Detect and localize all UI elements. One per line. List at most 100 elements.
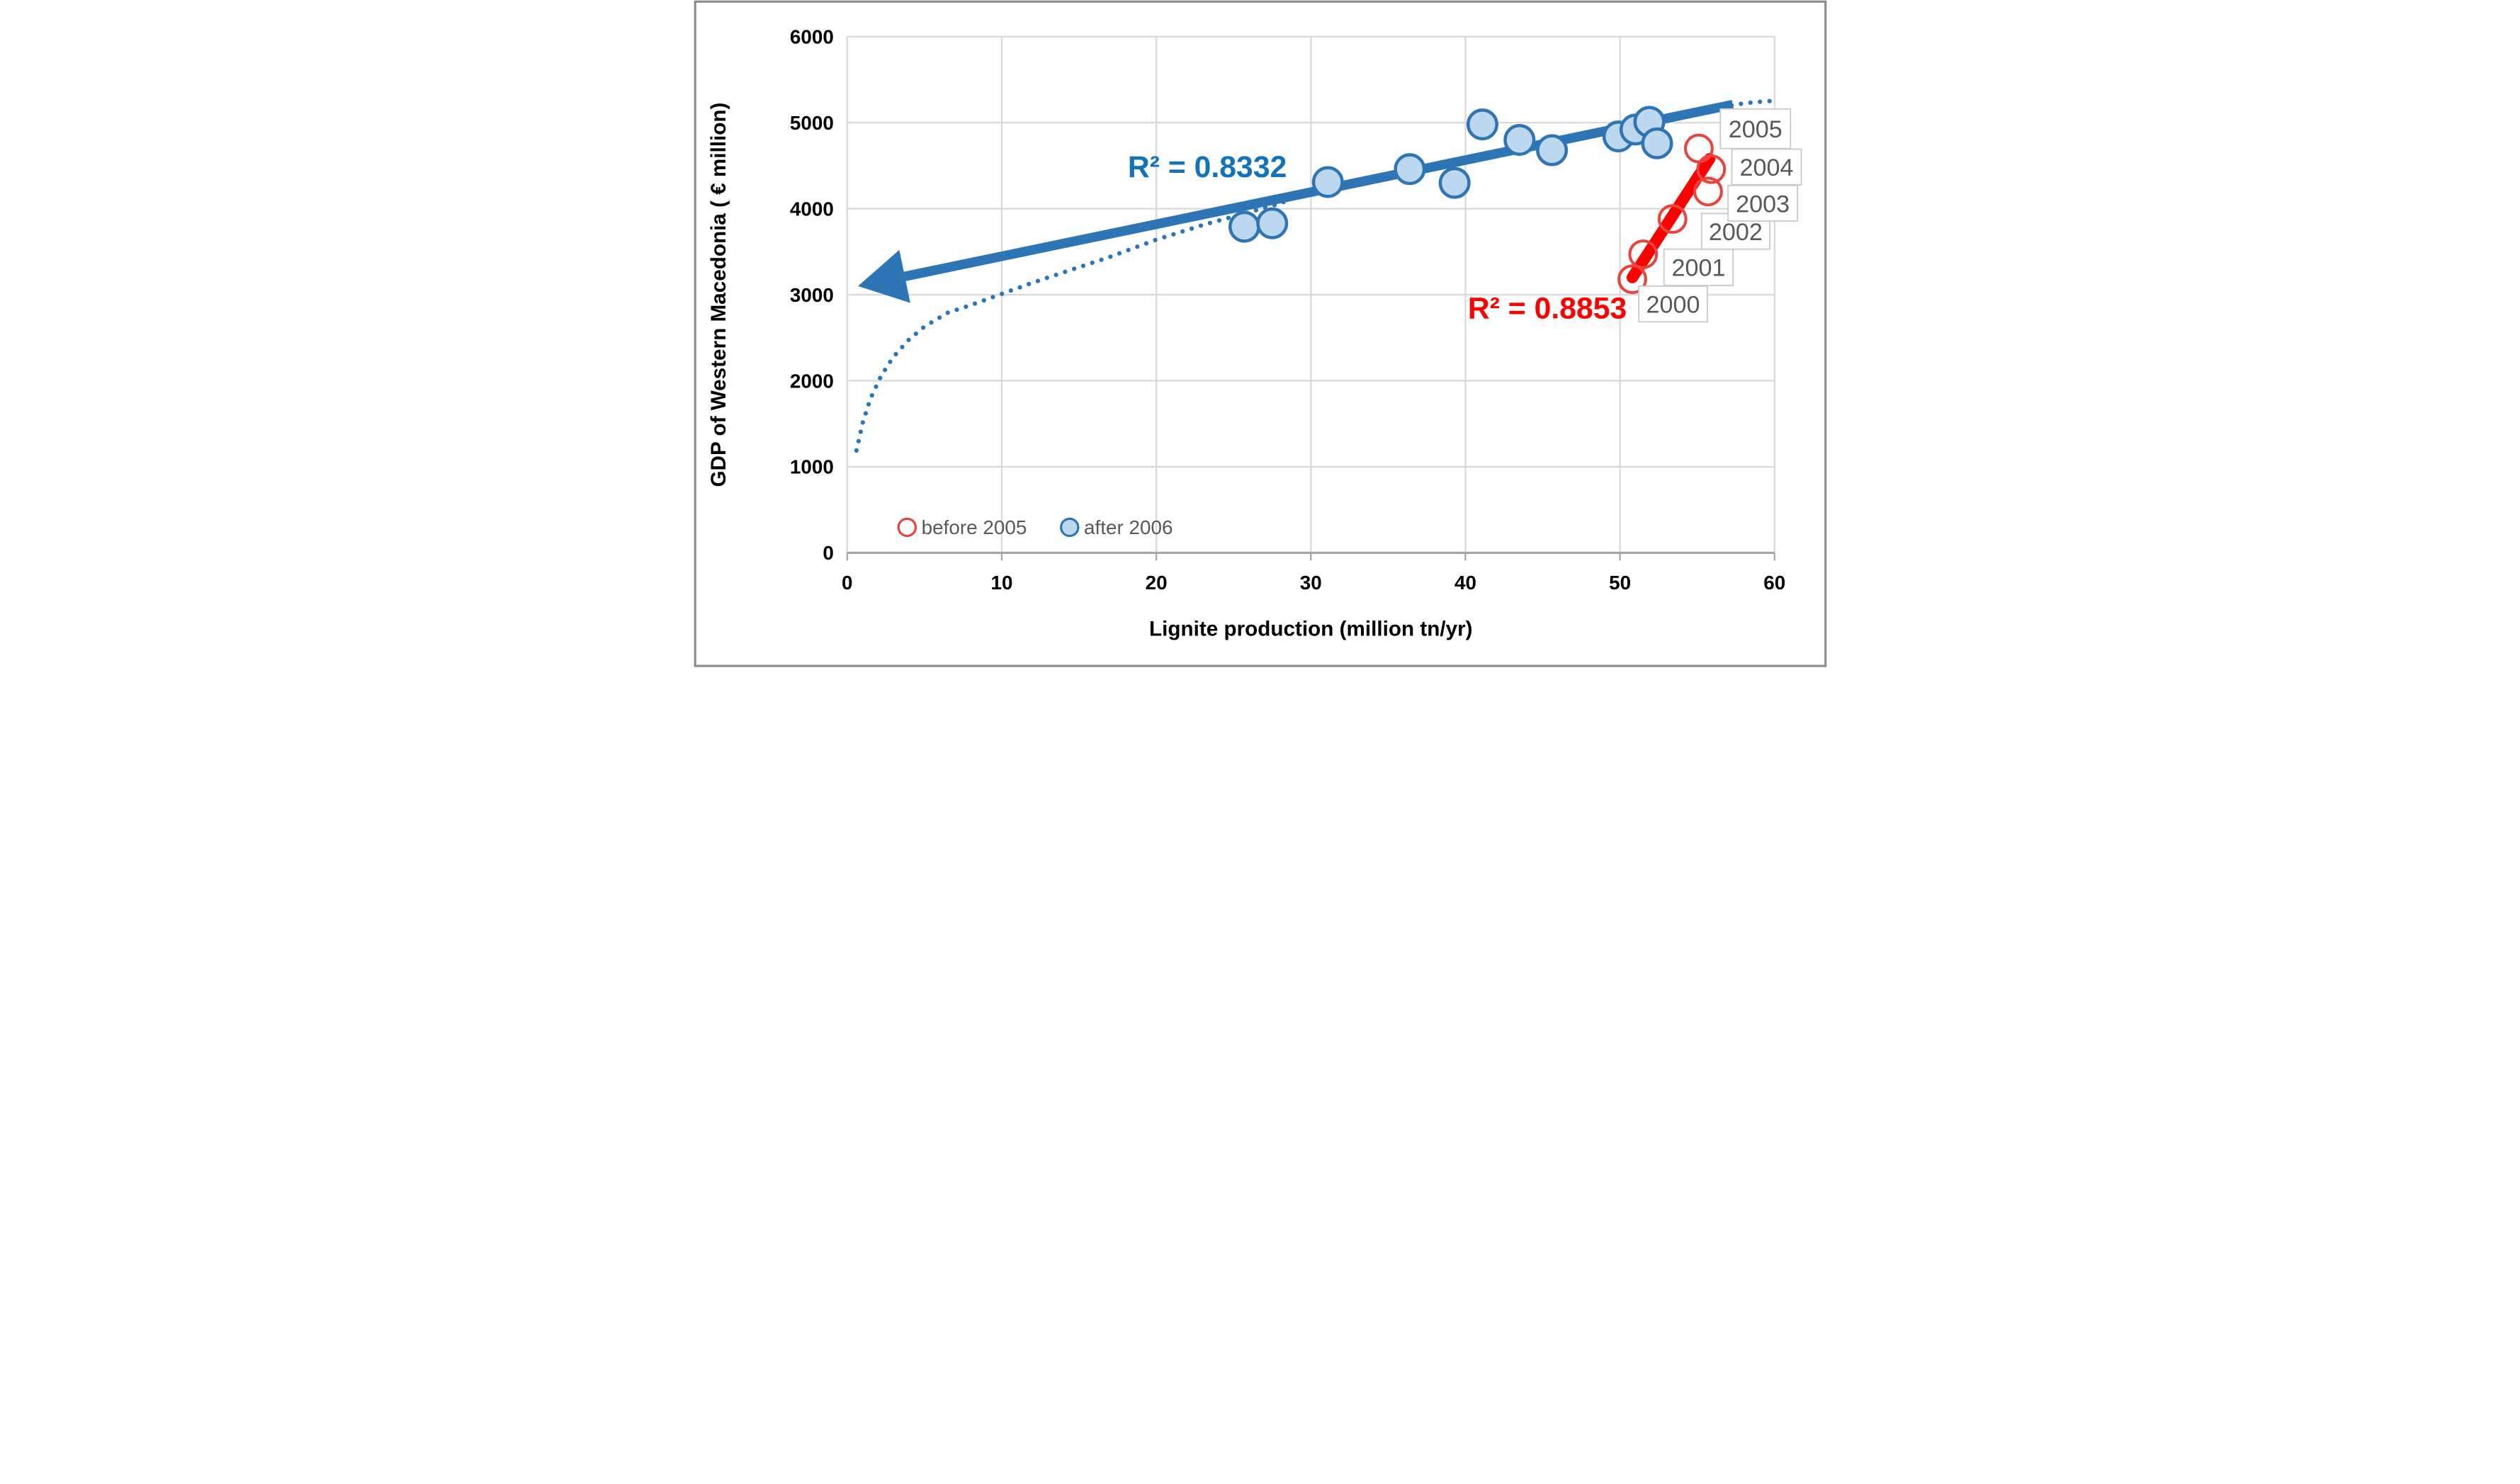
y-tick-label: 5000 <box>789 112 833 134</box>
trend-dot <box>954 307 959 312</box>
trend-dot <box>873 384 878 390</box>
data-point-after-2006 <box>1393 153 1425 186</box>
trend-dot <box>1044 276 1049 281</box>
trend-dot <box>1691 110 1696 115</box>
year-label-box <box>1637 285 1708 323</box>
trend-dot <box>1207 220 1212 225</box>
data-point-before-2005 <box>1683 133 1714 164</box>
trend-dot <box>1738 101 1744 106</box>
trend-dot <box>860 420 865 425</box>
trend-dot <box>905 337 911 343</box>
data-point-before-2005 <box>1693 176 1723 207</box>
year-label-box <box>1719 108 1791 149</box>
trend-dot <box>1588 130 1593 135</box>
legend-item-label: before 2005 <box>921 516 1027 538</box>
legend-item-label: after 2006 <box>1084 516 1173 538</box>
trend-dot <box>945 310 950 315</box>
data-point-after-2006 <box>1466 108 1498 141</box>
trend-dot <box>1719 104 1724 110</box>
trend-dot <box>1289 196 1294 201</box>
chart-figure: 0 10 20 30 40 50 60 0 1000 2000 3000 4000 5000 6000 Li… <box>693 0 1827 668</box>
trend-line <box>1626 153 1715 283</box>
trend-dot <box>999 291 1004 296</box>
x-tick-label: 30 <box>1299 572 1321 594</box>
x-axis-title: Lignite production (million tn/yr) <box>1149 617 1473 640</box>
year-label-text: 2001 <box>1671 255 1725 282</box>
trend-dot <box>1098 257 1104 262</box>
year-label-text: 2002 <box>1708 219 1762 246</box>
trend-dot <box>893 351 898 357</box>
y-tick-label: 4000 <box>789 198 833 220</box>
trend-dot <box>1152 237 1158 243</box>
data-point-after-2006 <box>1311 166 1344 198</box>
trend-dot <box>1354 179 1359 184</box>
trend-dot <box>1682 111 1687 117</box>
trend-dot <box>1008 288 1013 293</box>
year-label-box <box>1663 248 1734 286</box>
trend-dot <box>877 375 882 380</box>
y-tick-label: 3000 <box>789 284 833 306</box>
trend-dot <box>1170 232 1175 237</box>
r-squared-label: R² = 0.8332 <box>1127 150 1286 184</box>
trend-dot <box>928 320 934 325</box>
trend-dot <box>1126 247 1131 253</box>
trend-dot <box>1382 173 1387 178</box>
y-axis-title: GDP of Western Macedonia ( € million) <box>706 103 730 487</box>
data-point-after-2006 <box>1438 166 1471 199</box>
year-label-text: 2000 <box>1646 291 1700 318</box>
trend-dot <box>1345 181 1350 186</box>
trend-dot <box>1447 159 1452 164</box>
trend-dot <box>1476 154 1481 159</box>
figure-background <box>693 0 1827 668</box>
series-before-2005 <box>1617 133 1726 295</box>
x-axis <box>846 551 1775 561</box>
trend-dot <box>1226 215 1231 220</box>
data-point-after-2006 <box>1503 123 1535 156</box>
trend-dot <box>882 367 887 373</box>
trend-dot <box>1161 234 1167 239</box>
trend-dot <box>1298 192 1304 197</box>
tick-labels: 0 10 20 30 40 50 60 0 1000 2000 3000 4000 5000 6000 <box>789 26 1785 594</box>
trend-dot <box>1748 100 1753 106</box>
y-tick-label: 0 <box>823 542 834 564</box>
data-point-after-2006 <box>1640 127 1673 159</box>
x-tick-label: 10 <box>990 572 1012 594</box>
year-label-text: 2003 <box>1736 191 1790 217</box>
trend-dot <box>1198 223 1203 228</box>
trend-dot <box>1494 149 1499 154</box>
year-label-box <box>1727 184 1798 222</box>
trend-dot <box>1710 106 1715 111</box>
y-tick-label: 2000 <box>789 370 833 392</box>
scatter-chart-gdp-vs-lignite: 0 10 20 30 40 50 60 0 1000 2000 3000 4000 5000 6000 Li… <box>693 0 1827 668</box>
trend-dot <box>1117 251 1121 256</box>
year-label-text: 2005 <box>1728 116 1782 143</box>
x-tick-label: 50 <box>1609 572 1631 594</box>
trend-dot <box>869 392 874 398</box>
trend-dot <box>1729 103 1734 108</box>
x-tick-label: 20 <box>1145 572 1167 594</box>
year-label: 2000 <box>1637 285 1708 323</box>
trend-dot <box>1485 152 1490 157</box>
trendline-linear-before-2005 <box>1626 153 1715 283</box>
trend-dot <box>937 315 942 320</box>
x-tick-label: 60 <box>1763 572 1785 594</box>
legend: before 2005 after 2006 <box>897 516 1173 538</box>
trend-dot <box>1090 260 1095 266</box>
trend-dot <box>1578 132 1583 137</box>
trend-dot <box>863 411 868 416</box>
r-squared-label: R² = 0.8853 <box>1467 291 1626 325</box>
series-after-2006 <box>1228 106 1673 243</box>
year-label: 2001 <box>1663 248 1734 286</box>
trend-dot <box>913 331 918 336</box>
gridlines <box>846 35 1775 554</box>
trend-dot <box>1700 108 1705 113</box>
year-label: 2004 <box>1731 148 1802 186</box>
trend-dot <box>1438 161 1443 166</box>
trend-dot <box>920 325 925 330</box>
trend-dot <box>1053 272 1058 278</box>
trend-dot <box>1307 188 1312 193</box>
data-point-before-2005 <box>1617 264 1647 295</box>
trend-dot <box>981 298 986 303</box>
trend-dot <box>963 304 968 310</box>
